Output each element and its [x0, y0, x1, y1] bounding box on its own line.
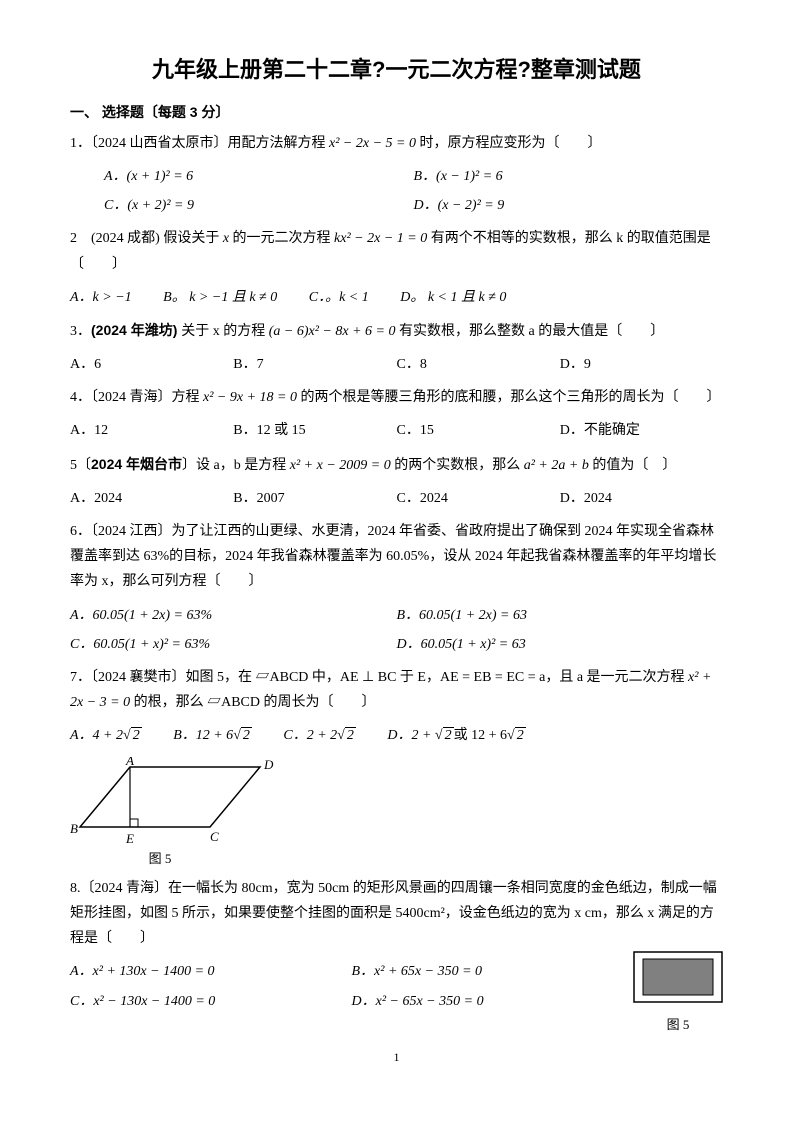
- q8-options: A．x² + 130x − 1400 = 0 B．x² + 65x − 350 …: [70, 957, 633, 1015]
- q7-stem-pre: 7．〔2024 襄樊市〕如图 5，在 ▱ABCD 中，AE ⊥ BC 于 E，A…: [70, 670, 688, 685]
- q3-opt-d: D．9: [560, 352, 723, 377]
- q7-d-pre: D．2 +: [387, 728, 435, 743]
- q2-options: A．k > −1 B。 k > −1 且 k ≠ 0 C．。k < 1 D。 k…: [70, 283, 723, 312]
- q7-d-mid: 或 12 + 6: [454, 728, 507, 743]
- section-heading: 一、 选择题〔每题 3 分〕: [70, 100, 723, 125]
- q5-stem-post: 的值为〔 〕: [589, 458, 677, 473]
- q4-opt-d: D．不能确定: [560, 418, 723, 443]
- q2-opt-b: B。 k > −1 且 k ≠ 0: [163, 285, 277, 310]
- question-6: 6．〔2024 江西〕为了让江西的山更绿、水更清，2024 年省委、省政府提出了…: [70, 519, 723, 595]
- q2-opt-d: D。 k < 1 且 k ≠ 0: [400, 285, 506, 310]
- question-1: 1．〔2024 山西省太原市〕用配方法解方程 x² − 2x − 5 = 0 时…: [70, 131, 723, 156]
- q7-opt-c: C．2 + 2√2: [283, 723, 355, 748]
- q1-options: A．(x + 1)² = 6 B．(x − 1)² = 6 C．(x + 2)²…: [104, 162, 723, 220]
- q3-opt-b: B．7: [233, 352, 396, 377]
- rectangle-frame-icon: [633, 951, 723, 1013]
- question-7: 7．〔2024 襄樊市〕如图 5，在 ▱ABCD 中，AE ⊥ BC 于 E，A…: [70, 665, 723, 715]
- q6-options: A．60.05(1 + 2x) = 63% B．60.05(1 + 2x) = …: [70, 601, 723, 659]
- q5-opt-d: D．2024: [560, 486, 723, 511]
- lbl-d: D: [263, 757, 274, 772]
- q4-options: A．12 B．12 或 15 C．15 D．不能确定: [70, 416, 723, 445]
- q5-eq: x² + x − 2009 = 0: [290, 458, 391, 473]
- lbl-e: E: [125, 831, 134, 846]
- q3-eq: (a − 6)x² − 8x + 6 = 0: [269, 324, 396, 339]
- lbl-a: A: [125, 757, 134, 768]
- page-title: 九年级上册第二十二章?一元二次方程?整章测试题: [70, 50, 723, 90]
- q7-d-rad1: 2: [443, 727, 454, 743]
- q5-options: A．2024 B．2007 C．2024 D．2024: [70, 484, 723, 513]
- q8-opt-d: D．x² − 65x − 350 = 0: [352, 989, 634, 1014]
- q2-opt-c: C．。k < 1: [309, 285, 369, 310]
- q4-opt-a: A．12: [70, 418, 233, 443]
- q3-stem-post: 有实数根，那么整数 a 的最大值是〔 〕: [396, 324, 665, 339]
- q3-stem-mid: 关于 x 的方程: [181, 324, 269, 339]
- q3-opt-c: C．8: [397, 352, 560, 377]
- q7-opt-d: D．2 + √2或 12 + 6√2: [387, 723, 525, 748]
- q7-fig-label: 图 5: [100, 847, 220, 870]
- q1-opt-a: A．(x + 1)² = 6: [104, 164, 414, 189]
- q7-b-pre: B．12 + 6: [173, 728, 233, 743]
- q5-eq2: a² + 2a + b: [524, 458, 589, 473]
- question-8: 8.〔2024 青海〕在一幅长为 80cm，宽为 50cm 的矩形风景画的四周镶…: [70, 876, 723, 952]
- q8-opt-b: B．x² + 65x − 350 = 0: [352, 959, 634, 984]
- q5-stem-mid: 〕设 a，b 是方程: [182, 458, 290, 473]
- q7-options: A．4 + 2√2 B．12 + 6√2 C．2 + 2√2 D．2 + √2或…: [70, 721, 723, 750]
- q2-eq: kx² − 2x − 1 = 0: [334, 231, 427, 246]
- q5-bold: 2024 年烟台市: [91, 456, 182, 472]
- page-number: 1: [70, 1047, 723, 1069]
- q7-stem-post: 的根，那么 ▱ABCD 的周长为〔 〕: [130, 695, 375, 710]
- question-2: 2 (2024 成都) 假设关于 x 的一元二次方程 kx² − 2x − 1 …: [70, 226, 723, 276]
- q3-stem-pre: 3．: [70, 324, 91, 339]
- q7-b-rad: 2: [241, 727, 252, 743]
- question-4: 4．〔2024 青海〕方程 x² − 9x + 18 = 0 的两个根是等腰三角…: [70, 385, 723, 410]
- q6-opt-a: A．60.05(1 + 2x) = 63%: [70, 603, 397, 628]
- q7-c-pre: C．2 + 2: [283, 728, 337, 743]
- question-3: 3．(2024 年潍坊) 关于 x 的方程 (a − 6)x² − 8x + 6…: [70, 318, 723, 344]
- q7-a-pre: A．4 + 2: [70, 728, 123, 743]
- q1-opt-c: C．(x + 2)² = 9: [104, 193, 414, 218]
- q1-opt-b: B．(x − 1)² = 6: [414, 164, 724, 189]
- q1-stem-post: 时，原方程应变形为〔 〕: [416, 136, 602, 151]
- q8-figure: 图 5: [633, 951, 723, 1036]
- q6-opt-c: C．60.05(1 + x)² = 63%: [70, 632, 397, 657]
- q2-opt-a: A．k > −1: [70, 285, 132, 310]
- parallelogram-icon: A D B C E: [70, 757, 280, 847]
- q4-stem-post: 的两个根是等腰三角形的底和腰，那么这个三角形的周长为〔 〕: [297, 390, 721, 405]
- q5-opt-a: A．2024: [70, 486, 233, 511]
- q7-figure: A D B C E 图 5: [70, 757, 723, 870]
- q8-opt-a: A．x² + 130x − 1400 = 0: [70, 959, 352, 984]
- q1-stem-pre: 1．〔2024 山西省太原市〕用配方法解方程: [70, 136, 329, 151]
- q3-opt-a: A．6: [70, 352, 233, 377]
- q4-stem-pre: 4．〔2024 青海〕方程: [70, 390, 203, 405]
- q7-opt-b: B．12 + 6√2: [173, 723, 252, 748]
- q7-opt-a: A．4 + 2√2: [70, 723, 142, 748]
- q5-opt-c: C．2024: [397, 486, 560, 511]
- q1-eq: x² − 2x − 5 = 0: [329, 136, 416, 151]
- q2-stem-pre: 2 (2024 成都) 假设关于: [70, 231, 223, 246]
- q2-stem-mid: 的一元二次方程: [229, 231, 334, 246]
- q8-fig-label: 图 5: [633, 1013, 723, 1036]
- q5-stem-pre: 5〔: [70, 458, 91, 473]
- q7-c-rad: 2: [345, 727, 356, 743]
- q3-bold: (2024 年潍坊): [91, 322, 181, 338]
- q7-d-rad2: 2: [515, 727, 526, 743]
- q8-opt-c: C．x² − 130x − 1400 = 0: [70, 989, 352, 1014]
- q4-eq: x² − 9x + 18 = 0: [203, 390, 297, 405]
- q6-opt-b: B．60.05(1 + 2x) = 63: [397, 603, 724, 628]
- q3-options: A．6 B．7 C．8 D．9: [70, 350, 723, 379]
- q4-opt-c: C．15: [397, 418, 560, 443]
- q5-opt-b: B．2007: [233, 486, 396, 511]
- q1-opt-d: D．(x − 2)² = 9: [414, 193, 724, 218]
- lbl-b: B: [70, 821, 78, 836]
- question-5: 5〔2024 年烟台市〕设 a，b 是方程 x² + x − 2009 = 0 …: [70, 452, 723, 478]
- lbl-c: C: [210, 829, 219, 844]
- q4-opt-b: B．12 或 15: [233, 418, 396, 443]
- q7-a-rad: 2: [131, 727, 142, 743]
- q5-stem-mid2: 的两个实数根，那么: [391, 458, 524, 473]
- q6-opt-d: D．60.05(1 + x)² = 63: [397, 632, 724, 657]
